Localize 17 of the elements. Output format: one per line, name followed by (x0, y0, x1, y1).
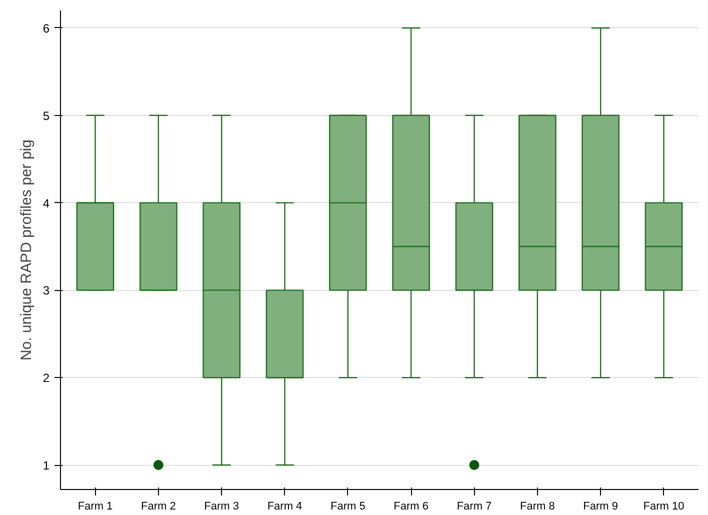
x-tick-label: Farm 7 (456, 500, 492, 512)
y-tick-label: 1 (42, 458, 50, 473)
x-tick-label: Farm 4 (267, 500, 302, 512)
x-tick-label: Farm 1 (78, 500, 113, 512)
y-tick-label: 4 (42, 196, 50, 210)
y-tick-label: 3 (42, 284, 50, 298)
y-tick-label: 5 (42, 108, 50, 123)
y-tick-label: 2 (42, 371, 50, 386)
y-tick-label: 6 (42, 21, 50, 36)
x-tick-label: Farm 10 (643, 500, 684, 512)
x-tick-label: Farm 9 (583, 500, 618, 512)
y-axis-title: No. unique RAPD profiles per pig (18, 140, 35, 360)
x-tick-label: Farm 6 (394, 500, 429, 512)
x-tick-label: Farm 5 (330, 500, 366, 512)
x-tick-label: Farm 2 (140, 500, 176, 512)
x-tick-label: Farm 3 (204, 500, 240, 512)
x-tick-label: Farm 8 (520, 500, 555, 512)
